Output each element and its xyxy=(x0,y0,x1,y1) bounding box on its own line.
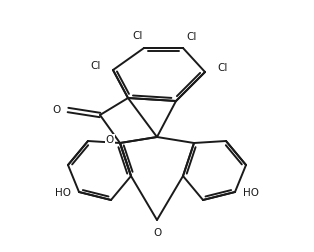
Text: Cl: Cl xyxy=(133,31,143,41)
Text: Cl: Cl xyxy=(91,61,101,71)
Text: O: O xyxy=(106,135,114,145)
Text: O: O xyxy=(153,228,161,238)
Text: Cl: Cl xyxy=(187,32,197,42)
Text: HO: HO xyxy=(55,188,71,198)
Text: O: O xyxy=(53,105,61,115)
Text: HO: HO xyxy=(243,188,259,198)
Text: Cl: Cl xyxy=(218,63,228,73)
